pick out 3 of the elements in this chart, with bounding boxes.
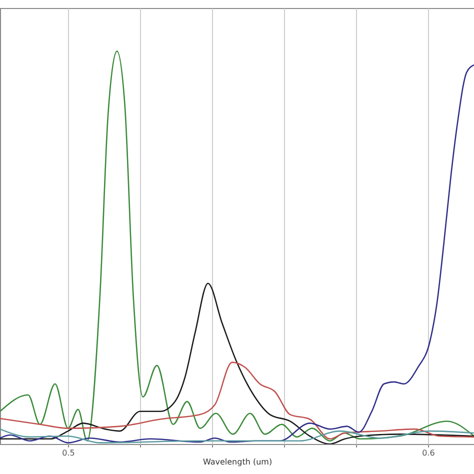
- x-tick-label: 0.6: [422, 448, 435, 458]
- x-axis-title: Wavelength (um): [202, 458, 272, 466]
- x-tick-label: 0.5: [62, 448, 75, 458]
